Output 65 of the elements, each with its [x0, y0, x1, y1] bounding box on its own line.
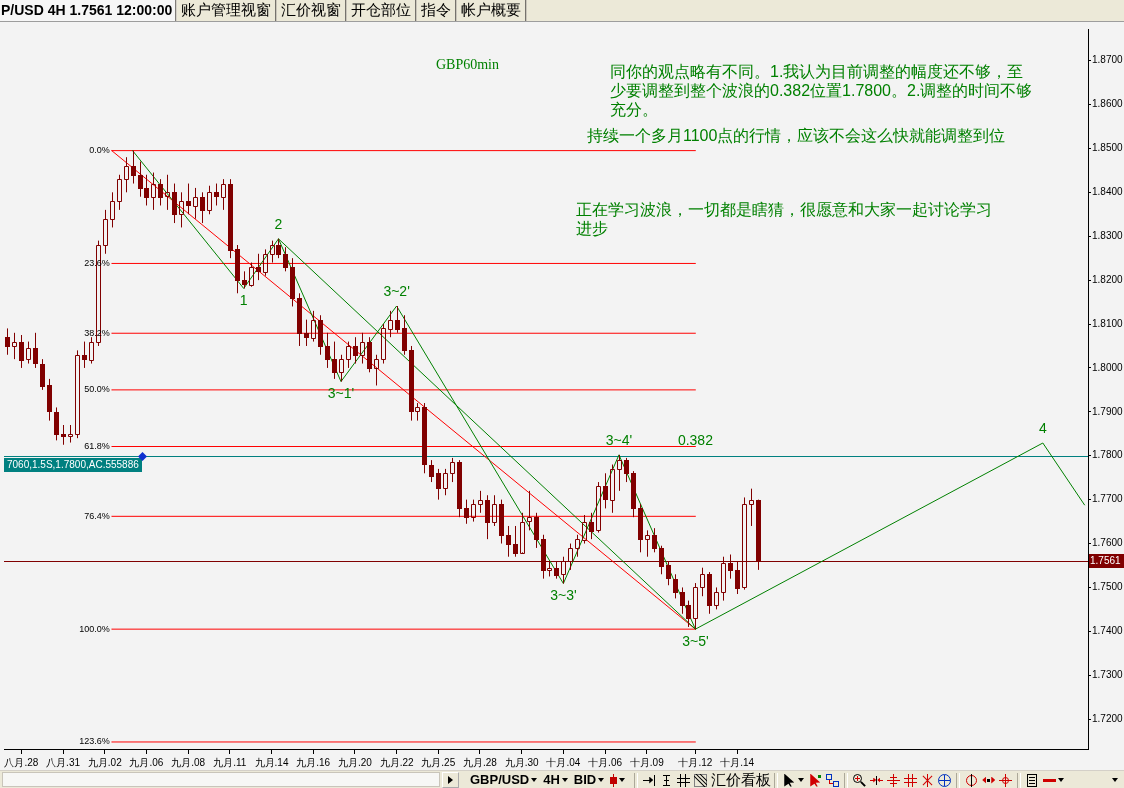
x-tick-label: 十月.09: [629, 756, 665, 768]
series-label: 50.0%: [84, 384, 110, 395]
x-tick-label: 九月.06: [129, 756, 164, 768]
series-label: 76.4%: [84, 510, 110, 521]
y-tick-label: 1.8100: [1092, 317, 1124, 329]
x-tick-label: 九月.22: [379, 756, 414, 768]
x-tick-label: 九月.16: [296, 756, 331, 768]
text: GBP/USD: [470, 772, 530, 788]
x-tick-label: 九月.11: [213, 756, 247, 768]
x-tick-label: 九月.28: [463, 756, 498, 768]
annotation: 3~3': [550, 587, 577, 604]
x-tick-label: 九月.02: [87, 756, 123, 768]
text: 指令: [417, 0, 458, 21]
annotation: 同你的观点略有不同。1.我认为目前调整的幅度还不够，至少要调整到整个波浪的0.382位置1.7800。2.调整的时间不够充分。: [610, 62, 1034, 119]
y-tick-label: 1.8200: [1092, 273, 1124, 285]
x-tick-label: 八月.28: [4, 756, 39, 768]
y-tick-label: 1.8600: [1092, 98, 1124, 110]
y-tick-label: 1.7500: [1092, 581, 1124, 593]
annotation: 4: [1038, 420, 1047, 436]
x-tick-label: 十月.14: [720, 756, 755, 768]
annotation: 正在学习波浪，一切都是瞎猜，很愿意和大家一起讨论学习进步: [576, 200, 993, 238]
text: 4H: [543, 772, 560, 788]
series-label: 0.0%: [89, 145, 110, 156]
x-tick-label: 九月.30: [504, 756, 540, 768]
chart-title: P/USD 4H 1.7561 12:00:00: [0, 0, 178, 21]
x-tick-label: 九月.20: [337, 756, 373, 768]
y-tick-label: 1.7900: [1092, 405, 1124, 417]
annotation: 2: [274, 215, 283, 232]
series-label: 100.0%: [79, 623, 110, 634]
series-label: 61.8%: [84, 441, 110, 451]
annotation: 0.382: [677, 431, 714, 448]
text: 账户管理视窗: [177, 0, 278, 21]
text: 汇价视窗: [277, 0, 348, 21]
y-tick-label: 1.7400: [1092, 625, 1124, 637]
y-tick-label: 1.7300: [1092, 668, 1124, 680]
x-tick-label: 九月.14: [254, 756, 289, 768]
annotation: 3~4': [605, 431, 633, 448]
text: 汇价看板: [711, 771, 772, 788]
annotation: GBP60min: [436, 57, 500, 73]
annotation: 持续一个多月1100点的行情，应该不会这么快就能调整到位: [587, 126, 1006, 145]
y-tick-label: 1.8300: [1092, 229, 1124, 241]
series-label: 123.6%: [79, 736, 110, 747]
y-tick-label: 1.8000: [1092, 361, 1124, 373]
text: BID: [573, 772, 597, 788]
text: 帐户概要: [457, 0, 528, 21]
x-tick-label: 十月.12: [678, 756, 713, 768]
y-tick-label: 1.7700: [1092, 493, 1124, 505]
x-tick-label: 十月.06: [588, 756, 623, 768]
y-tick-label: 1.8700: [1092, 54, 1124, 66]
y-tick-label: 1.8500: [1092, 142, 1124, 154]
x-tick-label: 九月.08: [171, 756, 206, 768]
x-tick-label: 八月.31: [46, 756, 81, 768]
x-tick-label: 九月.25: [421, 756, 456, 768]
y-tick-label: 1.7800: [1092, 449, 1124, 461]
x-tick-label: 十月.04: [546, 756, 581, 768]
annotation: 3~1': [327, 385, 355, 402]
y-tick-label: 1.7200: [1092, 712, 1124, 724]
y-tick-label: 1.7600: [1092, 537, 1124, 549]
annotation: 3~5': [682, 633, 709, 650]
annotation: 1: [239, 292, 248, 309]
annotation: 3~2': [383, 283, 410, 300]
y-tick-label: 1.8400: [1092, 186, 1124, 198]
ref-line-label: 7060,1.5S,1.7800,AC.555886: [7, 458, 140, 470]
text: 开仓部位: [347, 0, 418, 21]
ref-line-label: 1.7561: [1090, 554, 1122, 566]
